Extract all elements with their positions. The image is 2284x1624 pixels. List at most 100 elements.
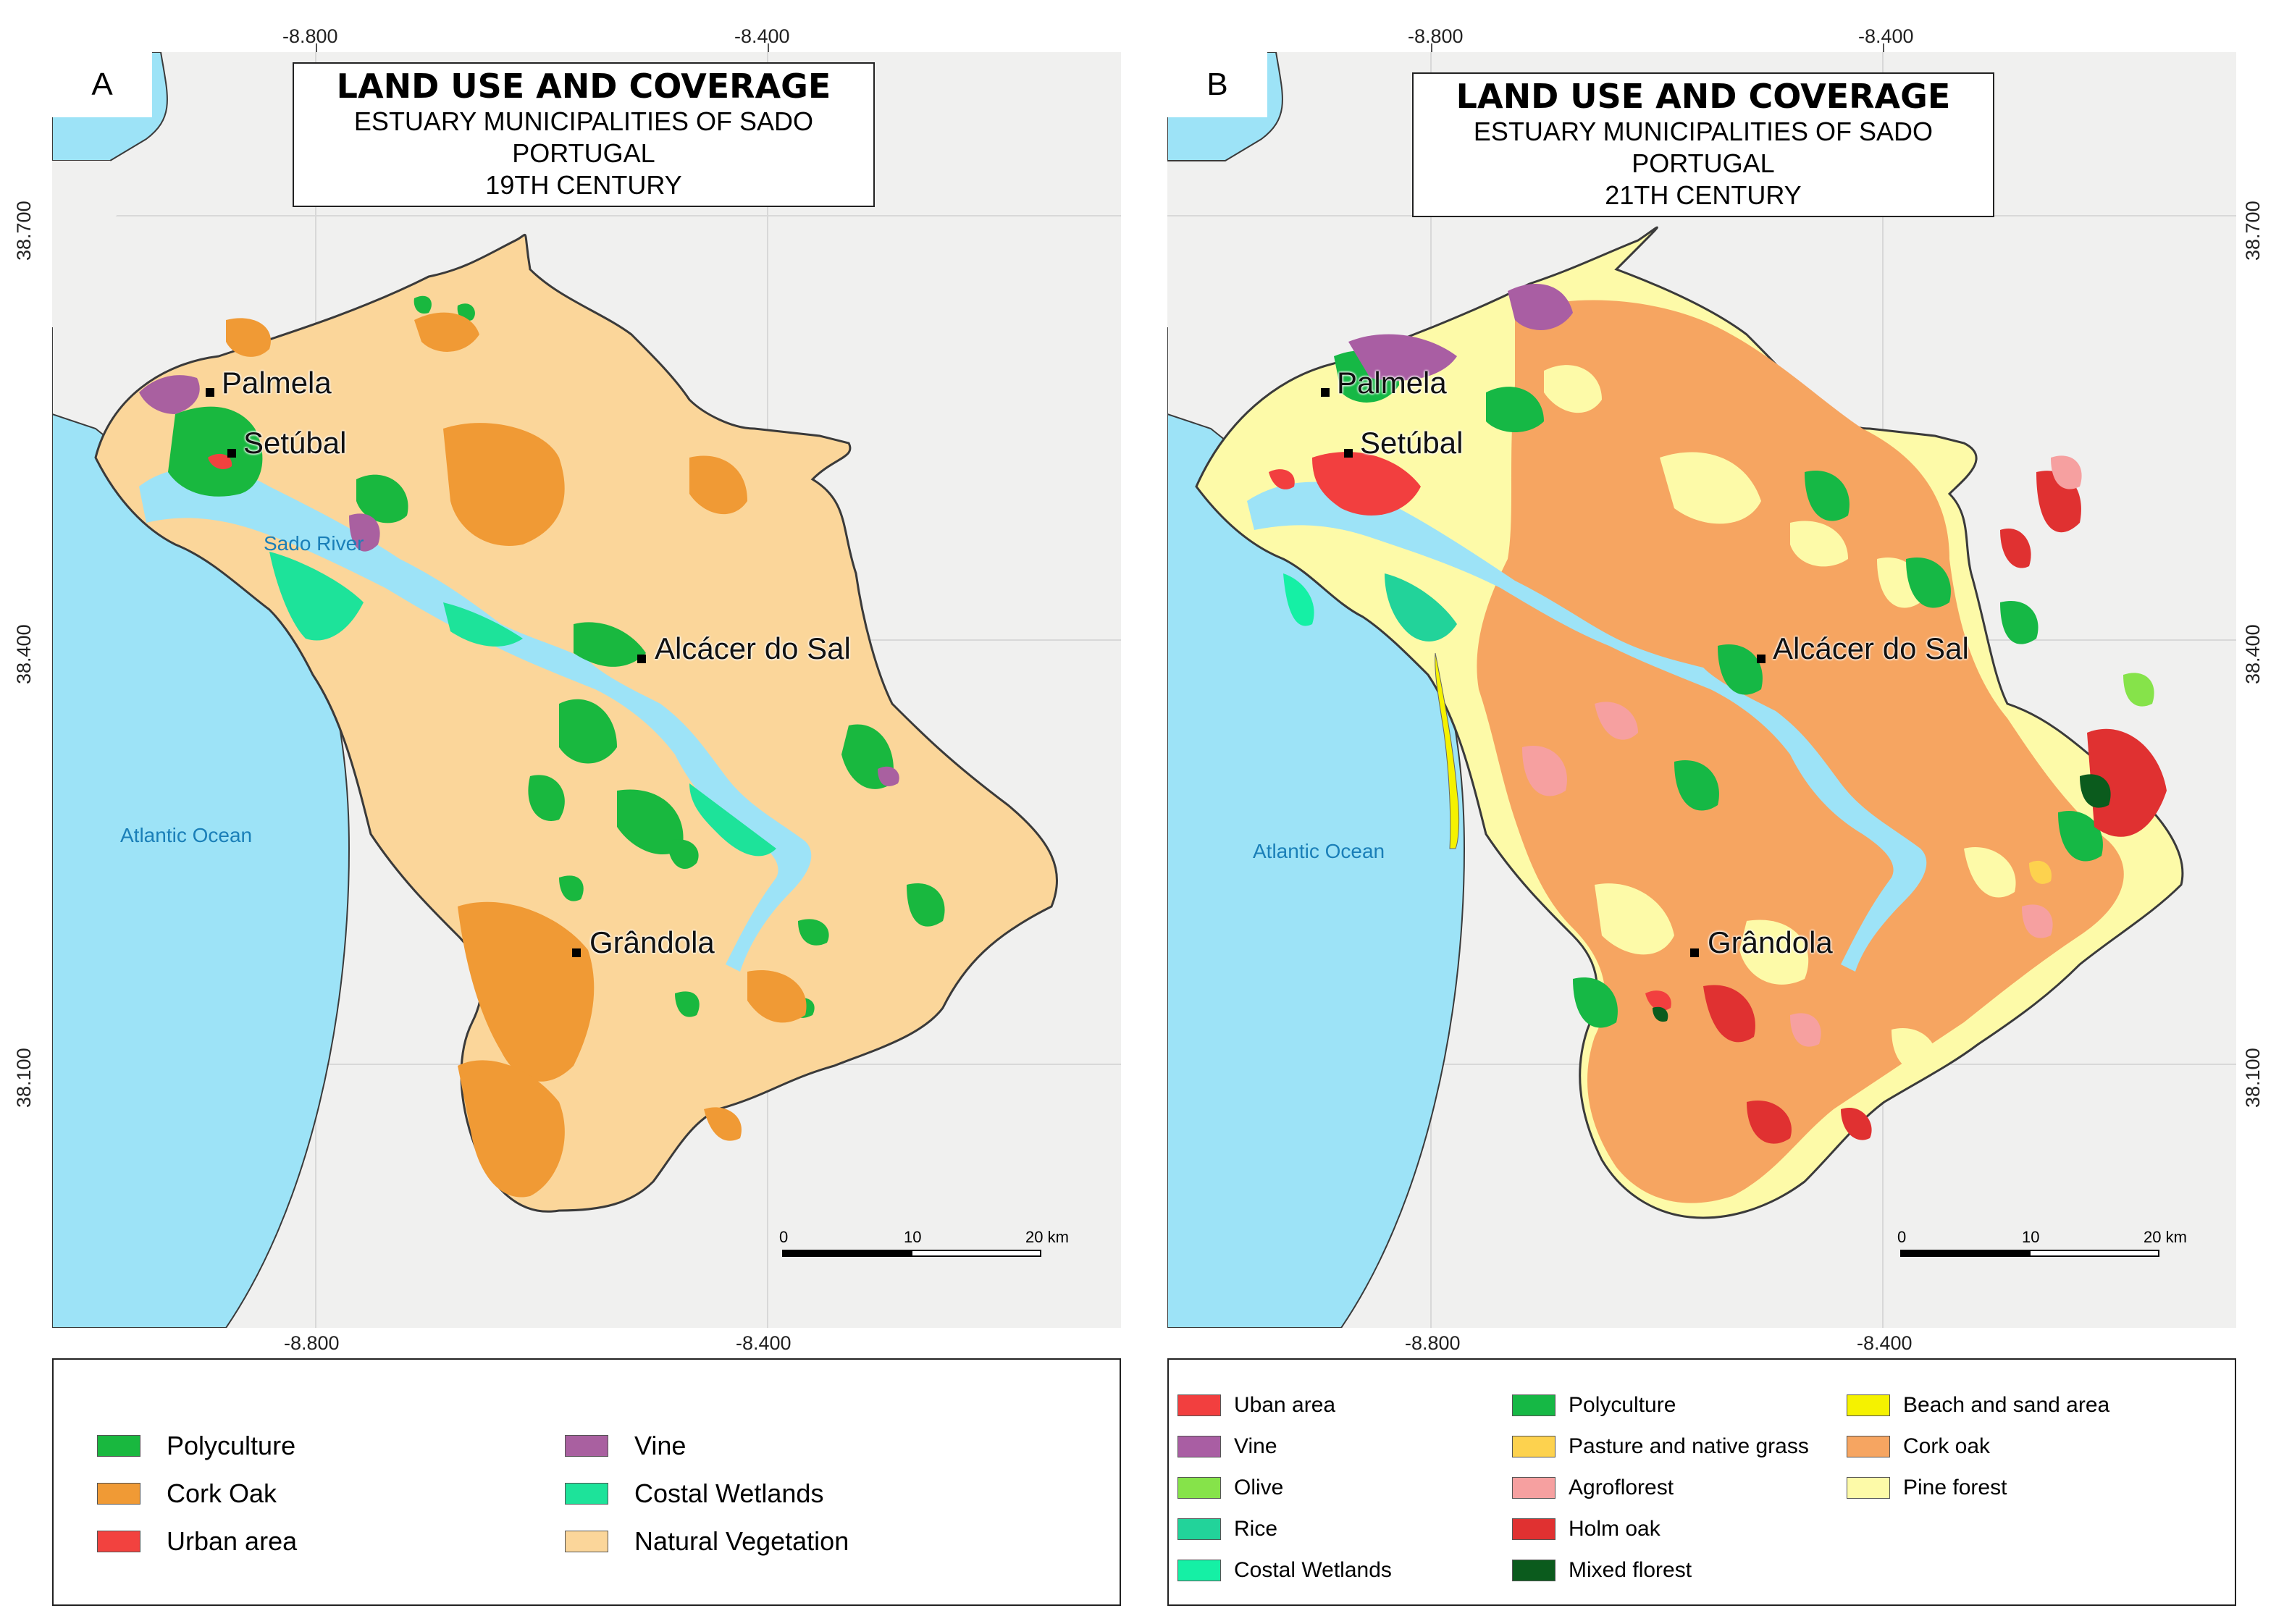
legend-b-item: Cork oak [1847, 1434, 1990, 1459]
map-frame-a [52, 52, 1121, 1328]
city-label-palmela-a: Palmela [222, 366, 332, 400]
coord-left-mid: 38.400 [13, 624, 35, 684]
scale-end-a: 20 km [1025, 1228, 1069, 1246]
wetlands-a [269, 552, 364, 641]
sado-estuary-a [139, 467, 812, 972]
coord-bottom-right: -8.400 [736, 1332, 792, 1354]
legend-b-item: Pine forest [1847, 1476, 2007, 1500]
map-subtitle-b-2: PORTUGAL [1632, 148, 1775, 178]
coord-top-right-b: -8.400 [1858, 25, 1914, 47]
legend-a-label: Urban area [167, 1526, 298, 1556]
legend-a-label: Vine [634, 1431, 687, 1460]
legend-b-label: Beach and sand area [1903, 1393, 2110, 1417]
coord-bottom-right-b: -8.400 [1857, 1332, 1913, 1354]
legend-a-item: Cork Oak [97, 1478, 277, 1509]
legend-a-item: Vine [565, 1431, 686, 1461]
legend-b-swatch [1177, 1518, 1221, 1540]
wetlands-b-1 [1283, 573, 1314, 626]
legend-b-swatch [1512, 1518, 1555, 1540]
coord-top-left: -8.800 [282, 25, 338, 47]
tick-b-1 [1431, 43, 1432, 52]
map-frame-b [1167, 52, 2236, 1328]
tick-a-2 [768, 43, 769, 52]
legend-a-swatch [97, 1531, 140, 1552]
legend-b-item: Holm oak [1512, 1517, 1660, 1541]
legend-b-item: Beach and sand area [1847, 1393, 2109, 1418]
city-label-setubal-a: Setúbal [243, 426, 347, 460]
legend-b-label: Pine forest [1903, 1476, 2007, 1499]
map-subtitle-a-2: PORTUGAL [512, 138, 655, 168]
legend-b-label: Pasture and native grass [1569, 1434, 1809, 1458]
legend-b-swatch [1847, 1477, 1890, 1499]
legend-b-item: Rice [1177, 1517, 1277, 1541]
legend-b-item: Mixed florest [1512, 1558, 1692, 1583]
legend-a-swatch [565, 1435, 608, 1457]
title-box-b: LAND USE AND COVERAGE ESTUARY MUNICIPALI… [1412, 72, 1994, 217]
city-marker-grandola-b [1690, 948, 1699, 957]
vine-b-1 [1348, 334, 1457, 381]
coord-right-bottom-b: 38.100 [2242, 1048, 2264, 1108]
coord-top-right: -8.400 [734, 25, 790, 47]
legend-b-label: Costal Wetlands [1234, 1558, 1392, 1582]
city-marker-setubal-a [227, 449, 236, 458]
scale-segment-a-2 [911, 1250, 1041, 1257]
legend-b-swatch [1512, 1477, 1555, 1499]
legend-b-swatch [1847, 1394, 1890, 1416]
ocean-b [1167, 52, 1466, 1328]
scale-end-b: 20 km [2144, 1228, 2187, 1246]
map-title-a: LAND USE AND COVERAGE [336, 67, 831, 106]
olive-b-1 [2123, 673, 2154, 707]
ocean-label-a: Atlantic Ocean [120, 824, 253, 846]
coord-top-left-b: -8.800 [1408, 25, 1464, 47]
scale-mid-a: 10 [904, 1228, 922, 1246]
city-label-grandola-a: Grândola [589, 925, 715, 959]
legend-a-label: Cork Oak [167, 1478, 277, 1508]
legend-b-label: Polyculture [1569, 1393, 1676, 1417]
pasture-b-1 [2029, 860, 2052, 884]
legend-b-label: Olive [1234, 1476, 1284, 1499]
legend-b-item: Pasture and native grass [1512, 1434, 1809, 1459]
legend-b-swatch [1177, 1560, 1221, 1581]
ocean-a [52, 52, 350, 1328]
polyculture-a-1 [168, 406, 263, 497]
agroflorest-b-1 [1595, 702, 1638, 740]
mixed-florest-b-1 [2080, 774, 2111, 808]
legend-a-item: Urban area [97, 1526, 297, 1557]
scale-zero-b: 0 [1897, 1228, 1907, 1246]
scale-zero-a: 0 [779, 1228, 789, 1246]
legend-a-label: Natural Vegetation [634, 1526, 849, 1556]
map-title-b: LAND USE AND COVERAGE [1456, 77, 1951, 116]
city-marker-palmela-a [206, 388, 214, 397]
ocean-label-b: Atlantic Ocean [1253, 840, 1385, 862]
city-label-palmela-b: Palmela [1337, 366, 1447, 400]
city-marker-palmela-b [1321, 388, 1330, 397]
coord-bottom-left: -8.800 [284, 1332, 340, 1354]
legend-b-item: Uban area [1177, 1393, 1335, 1418]
city-marker-setubal-b [1344, 449, 1353, 458]
scale-bar-b: 0 10 20 km [1897, 1228, 2187, 1264]
city-label-setubal-b: Setúbal [1360, 426, 1464, 460]
legend-b-label: Mixed florest [1569, 1558, 1692, 1582]
scale-segment-a-1 [782, 1250, 912, 1257]
coord-right-mid-b: 38.400 [2242, 624, 2264, 684]
city-label-alcacer-a: Alcácer do Sal [655, 631, 851, 665]
legend-b-label: Rice [1234, 1517, 1278, 1541]
map-subtitle-b-1: ESTUARY MUNICIPALITIES OF SADO [1473, 117, 1934, 146]
legend-a-item: Costal Wetlands [565, 1478, 823, 1509]
legend-b-swatch [1512, 1560, 1555, 1581]
tick-a-1 [316, 43, 317, 52]
panel-letter-a: A [52, 52, 152, 117]
urban-a [208, 453, 232, 469]
sado-estuary-b [1247, 481, 1927, 972]
legend-a-label: Polyculture [167, 1431, 296, 1460]
legend-b-swatch [1847, 1436, 1890, 1457]
coord-bottom-left-b: -8.800 [1405, 1332, 1461, 1354]
map-subtitle-a-1: ESTUARY MUNICIPALITIES OF SADO [353, 106, 814, 136]
urban-b-1 [1312, 452, 1421, 516]
title-box-a: LAND USE AND COVERAGE ESTUARY MUNICIPALI… [293, 62, 875, 207]
legend-b-item: Polyculture [1512, 1393, 1676, 1418]
legend-b-label: Vine [1234, 1434, 1277, 1458]
cork-oak-a-1 [443, 423, 565, 546]
legend-a-swatch [565, 1531, 608, 1552]
map-a-svg [52, 52, 1121, 1328]
